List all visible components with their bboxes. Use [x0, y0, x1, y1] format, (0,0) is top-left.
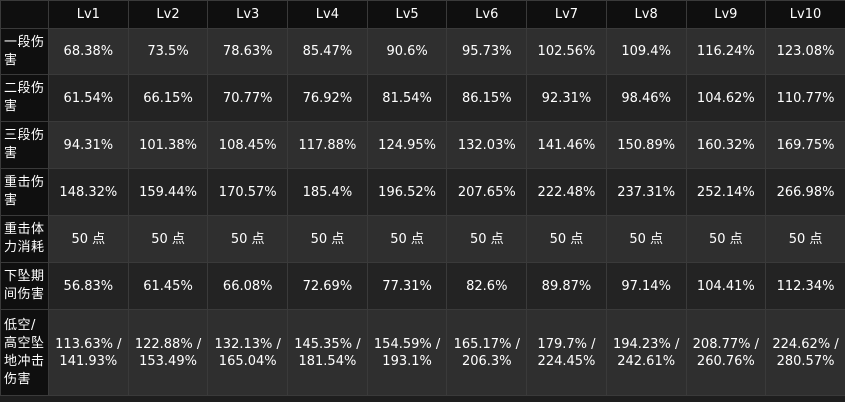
table-cell: 222.48%	[526, 168, 607, 216]
table-cell: 82.6%	[446, 262, 528, 310]
table-cell: 122.88% / 153.49%	[127, 309, 209, 396]
row-label: 二段伤害	[0, 74, 49, 122]
column-header-lv6: Lv6	[446, 0, 528, 29]
table-cell: 150.89%	[605, 121, 687, 169]
table-cell: 50 点	[48, 215, 129, 263]
table-row: 三段伤害 94.31% 101.38% 108.45% 117.88% 124.…	[0, 121, 845, 169]
table-cell: 50 点	[127, 215, 209, 263]
table-cell: 104.41%	[685, 262, 767, 310]
table-cell: 123.08%	[765, 28, 845, 75]
column-header-lv9: Lv9	[685, 0, 767, 29]
table-cell: 50 点	[685, 215, 767, 263]
table-row: 低空/高空坠地冲击伤害 113.63% / 141.93% 122.88% / …	[0, 309, 845, 396]
header-row: Lv1 Lv2 Lv3 Lv4 Lv5 Lv6 Lv7 Lv8 Lv9 Lv10	[0, 0, 845, 29]
table-cell: 61.45%	[127, 262, 209, 310]
table-cell: 109.4%	[605, 28, 687, 75]
table-cell: 61.54%	[48, 74, 129, 122]
table-row: 重击体力消耗 50 点 50 点 50 点 50 点 50 点 50 点 50 …	[0, 215, 845, 263]
table-cell: 98.46%	[605, 74, 687, 122]
table-cell: 148.32%	[48, 168, 129, 216]
table-cell: 224.62% / 280.57%	[765, 309, 845, 396]
table-cell: 185.4%	[287, 168, 368, 216]
table-cell: 66.08%	[207, 262, 289, 310]
table-cell: 154.59% / 193.1%	[366, 309, 448, 396]
table-cell: 76.92%	[287, 74, 368, 122]
table-cell: 50 点	[287, 215, 368, 263]
table-cell: 56.83%	[48, 262, 129, 310]
table-cell: 159.44%	[127, 168, 209, 216]
column-header-lv5: Lv5	[366, 0, 448, 29]
table-row: 下坠期间伤害 56.83% 61.45% 66.08% 72.69% 77.31…	[0, 262, 845, 310]
table-cell: 94.31%	[48, 121, 129, 169]
column-header-lv1: Lv1	[48, 0, 129, 29]
row-label: 一段伤害	[0, 28, 49, 75]
table-row: 二段伤害 61.54% 66.15% 70.77% 76.92% 81.54% …	[0, 74, 845, 122]
corner-cell	[0, 0, 49, 29]
row-label: 三段伤害	[0, 121, 49, 169]
table-cell: 50 点	[446, 215, 528, 263]
table-cell: 169.75%	[765, 121, 845, 169]
column-header-lv4: Lv4	[287, 0, 368, 29]
table-cell: 112.34%	[765, 262, 845, 310]
table-cell: 73.5%	[127, 28, 209, 75]
table-cell: 95.73%	[446, 28, 528, 75]
table-cell: 92.31%	[526, 74, 607, 122]
table-cell: 101.38%	[127, 121, 209, 169]
table-cell: 237.31%	[605, 168, 687, 216]
table-cell: 145.35% / 181.54%	[287, 309, 368, 396]
table-cell: 70.77%	[207, 74, 289, 122]
table-cell: 104.62%	[685, 74, 767, 122]
table-cell: 89.87%	[526, 262, 607, 310]
table-cell: 110.77%	[765, 74, 845, 122]
table-cell: 78.63%	[207, 28, 289, 75]
row-label: 重击体力消耗	[0, 215, 49, 263]
column-header-lv3: Lv3	[207, 0, 289, 29]
table-cell: 97.14%	[605, 262, 687, 310]
table-cell: 132.13% / 165.04%	[207, 309, 289, 396]
table-cell: 132.03%	[446, 121, 528, 169]
table-cell: 50 点	[526, 215, 607, 263]
column-header-lv7: Lv7	[526, 0, 607, 29]
table-cell: 68.38%	[48, 28, 129, 75]
table-cell: 252.14%	[685, 168, 767, 216]
row-label: 低空/高空坠地冲击伤害	[0, 309, 49, 396]
table-cell: 116.24%	[685, 28, 767, 75]
table-cell: 85.47%	[287, 28, 368, 75]
table-cell: 141.46%	[526, 121, 607, 169]
table-row: 一段伤害 68.38% 73.5% 78.63% 85.47% 90.6% 95…	[0, 28, 845, 75]
table-cell: 117.88%	[287, 121, 368, 169]
table-cell: 77.31%	[366, 262, 448, 310]
row-label: 重击伤害	[0, 168, 49, 216]
column-header-lv8: Lv8	[605, 0, 687, 29]
column-header-lv2: Lv2	[127, 0, 209, 29]
column-header-lv10: Lv10	[765, 0, 845, 29]
table-cell: 196.52%	[366, 168, 448, 216]
table-cell: 50 点	[765, 215, 845, 263]
table-cell: 66.15%	[127, 74, 209, 122]
table-cell: 81.54%	[366, 74, 448, 122]
table-cell: 207.65%	[446, 168, 528, 216]
table-cell: 170.57%	[207, 168, 289, 216]
table-cell: 108.45%	[207, 121, 289, 169]
table-cell: 266.98%	[765, 168, 845, 216]
table-cell: 160.32%	[685, 121, 767, 169]
table-cell: 50 点	[366, 215, 448, 263]
table-cell: 165.17% / 206.3%	[446, 309, 528, 396]
table-cell: 102.56%	[526, 28, 607, 75]
table-cell: 208.77% / 260.76%	[685, 309, 767, 396]
table-cell: 179.7% / 224.45%	[526, 309, 607, 396]
table-cell: 86.15%	[446, 74, 528, 122]
table-cell: 90.6%	[366, 28, 448, 75]
table-cell: 124.95%	[366, 121, 448, 169]
table-cell: 50 点	[605, 215, 687, 263]
table-cell: 50 点	[207, 215, 289, 263]
table-row: 重击伤害 148.32% 159.44% 170.57% 185.4% 196.…	[0, 168, 845, 216]
row-label: 下坠期间伤害	[0, 262, 49, 310]
table-cell: 113.63% / 141.93%	[48, 309, 129, 396]
table-cell: 194.23% / 242.61%	[605, 309, 687, 396]
table-cell: 72.69%	[287, 262, 368, 310]
